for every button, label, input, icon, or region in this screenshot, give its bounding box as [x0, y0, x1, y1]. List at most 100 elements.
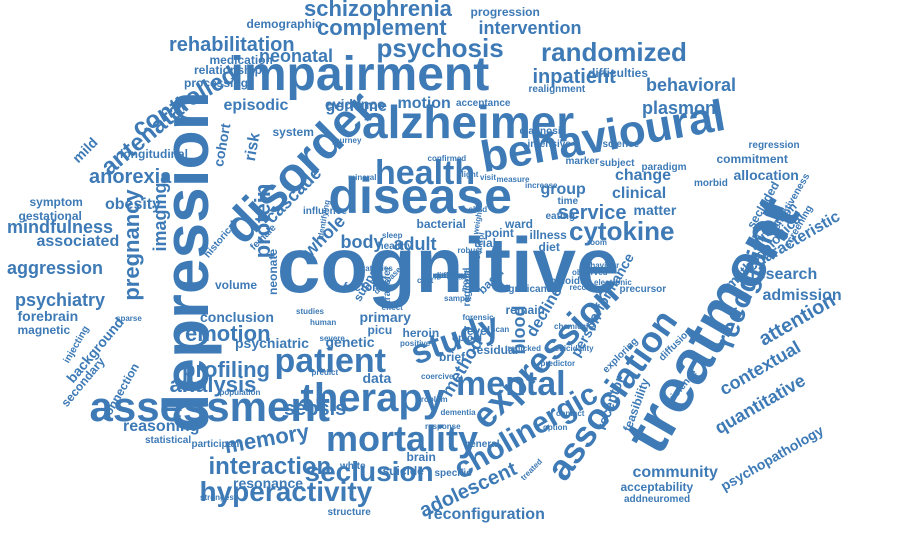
word-journey: journey	[332, 136, 362, 145]
word-disease: disease	[328, 168, 512, 224]
word-observed: observed	[572, 268, 608, 277]
word-science: science	[602, 139, 640, 150]
word-obesity: obesity	[105, 196, 162, 213]
word-reasoning: reasoning	[123, 418, 200, 435]
word-light: light	[461, 170, 479, 179]
word-inpatient: inpatient	[532, 66, 616, 88]
word-participant: participant	[191, 439, 243, 450]
word-aggression: aggression	[7, 258, 104, 278]
word-risk: risk	[241, 131, 264, 163]
word-residual: residual	[472, 343, 519, 357]
word-genetic: genetic	[325, 334, 375, 350]
word-health: health	[375, 154, 476, 192]
word-severe: severe	[319, 334, 345, 343]
word-gestational: gestational	[18, 209, 82, 223]
word-emotion: emotion	[185, 321, 271, 346]
word-hyperactivity: hyperactivity	[199, 476, 373, 507]
word-community: community	[632, 464, 718, 481]
word-suicide: suicide	[382, 464, 424, 478]
word-schizophrenia: schizophrenia	[304, 0, 452, 21]
word-psychopathology: psychopathology	[717, 422, 827, 494]
word-factor: factor	[343, 280, 377, 294]
word-illness: illness	[529, 228, 567, 242]
word-randomized: randomized	[541, 37, 687, 67]
word-confirmed: confirmed	[427, 154, 467, 163]
word-structure: structure	[327, 507, 371, 518]
word-mortality: mortality	[326, 418, 479, 459]
word-seclusion: seclusion	[304, 456, 434, 487]
word-psychiatric: psychiatric	[235, 335, 309, 351]
word-healthy: healthy	[377, 241, 413, 252]
word-opioids: opioids	[550, 276, 586, 287]
word-strategies: strategies	[355, 264, 393, 273]
word-statistical: statistical	[145, 435, 192, 446]
word-evidence: evidence	[325, 96, 385, 112]
word-sepsis: sepsis	[284, 398, 347, 420]
word-regression: regression	[748, 140, 800, 151]
word-addneuromed: addneuromed	[624, 494, 691, 505]
word-child: child	[468, 205, 488, 214]
word-problem: problem	[416, 395, 448, 404]
word-change: change	[615, 167, 672, 184]
word-intensive: intensive	[527, 139, 571, 150]
word-room: room	[587, 238, 607, 247]
word-reconfiguration: reconfiguration	[427, 506, 545, 523]
word-visit: visit	[480, 173, 497, 182]
word-remain: remain	[505, 303, 545, 317]
word-psychiatry: psychiatry	[15, 290, 106, 310]
word-precursor: precursor	[619, 284, 667, 295]
word-data: data	[362, 370, 392, 386]
word-strongest: strongest	[200, 493, 237, 502]
word-system: system	[272, 125, 314, 139]
word-white: white	[340, 461, 366, 472]
word-human: human	[310, 318, 337, 327]
word-medication: medication	[209, 53, 273, 67]
word-assessment: assessment	[89, 383, 331, 430]
word-chemical: chemical	[554, 322, 589, 331]
word-profiling: profiling	[182, 357, 270, 382]
word-behavioral: behavioral	[646, 75, 737, 95]
word-relationship: relationship	[194, 63, 263, 77]
word-general: general	[464, 439, 500, 450]
word-gender: gender	[436, 271, 464, 280]
word-studies: studies	[296, 307, 325, 316]
word-electronic: electronic	[594, 278, 632, 287]
word-eating: eating	[545, 211, 575, 222]
word-bacterial: bacterial	[416, 217, 466, 231]
word-response: response	[425, 422, 461, 431]
word-difficulties: difficulties	[588, 66, 649, 80]
word-dementia: dementia	[440, 408, 476, 417]
word-symptom: symptom	[29, 195, 83, 209]
word-complement: complement	[317, 15, 447, 40]
word-volume: volume	[215, 278, 258, 292]
word-trafficked: trafficked	[505, 344, 542, 353]
word-coercive: coercive	[421, 372, 454, 381]
word-brief: brief	[439, 350, 466, 364]
word-service: service	[557, 202, 627, 224]
word-diagnosis: diagnosis	[519, 126, 567, 137]
word-genome: genome	[325, 98, 387, 115]
word-analysis: analysis	[169, 372, 257, 397]
word-alzheimer: alzheimer	[362, 96, 575, 148]
word-behaviour: behaviour	[581, 261, 620, 270]
word-subject: subject	[599, 158, 635, 169]
word-neonate: neonate	[266, 248, 281, 296]
word-record: record	[569, 283, 595, 292]
word-demographic: demographic	[246, 17, 322, 31]
word-time: time	[557, 196, 579, 207]
word-influence: influence	[303, 206, 347, 217]
word-longitudinal: longitudinal	[120, 147, 188, 161]
word-body: body	[340, 232, 384, 252]
word-mindfulness: mindfulness	[7, 217, 114, 237]
word-contact: contact	[556, 409, 585, 418]
word-linking: linking	[437, 271, 463, 280]
word-diet: diet	[538, 240, 560, 254]
word-intervention: intervention	[478, 18, 582, 38]
word-increase: increase	[525, 181, 558, 190]
word-level: level	[463, 324, 491, 338]
word-treated: treated	[518, 457, 545, 483]
word-processing: processing	[184, 76, 249, 90]
word-paradigm: paradigm	[641, 162, 687, 173]
word-heroin: heroin	[402, 326, 440, 340]
